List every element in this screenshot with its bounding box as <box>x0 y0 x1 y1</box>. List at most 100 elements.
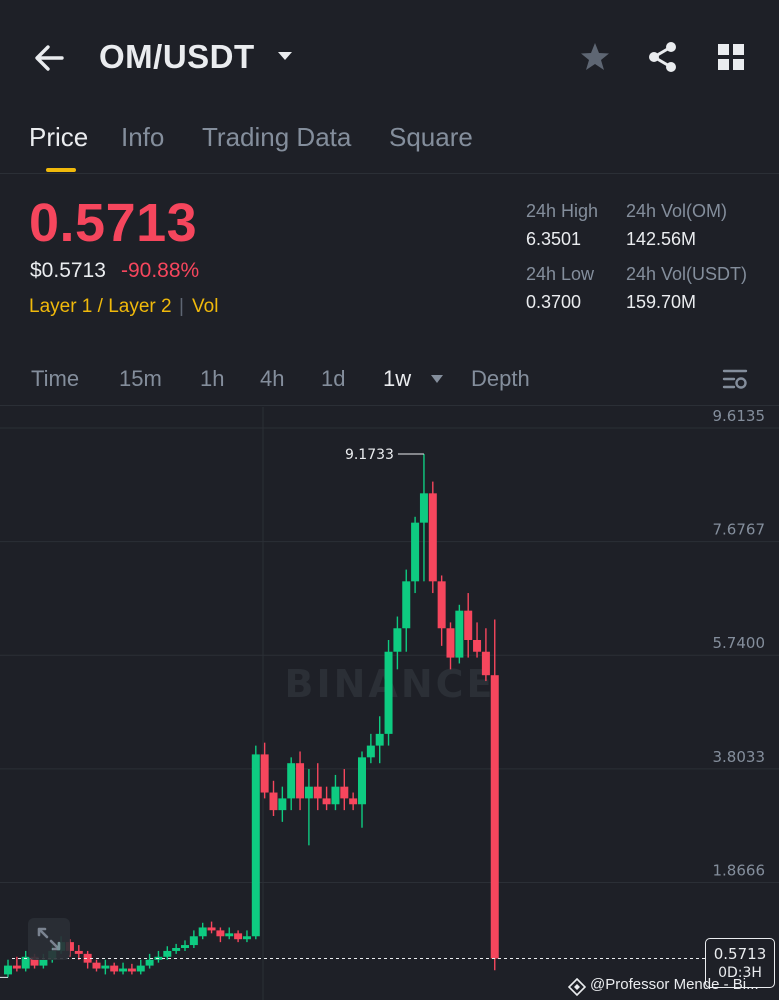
candle <box>428 481 437 594</box>
interval-1w[interactable]: 1w <box>383 366 412 391</box>
candle <box>12 956 21 972</box>
grid-icon[interactable] <box>716 42 746 72</box>
low-value: 0.3700 <box>526 292 582 312</box>
candle-body <box>428 493 437 582</box>
tab-trading-data[interactable]: Trading Data <box>202 122 352 152</box>
candle-body <box>481 651 490 676</box>
candle-body <box>110 965 119 972</box>
candle <box>136 959 145 975</box>
candle-body <box>74 950 83 954</box>
candle <box>83 950 92 969</box>
candle <box>278 786 287 822</box>
candle-body <box>455 610 464 658</box>
back-arrow-icon[interactable] <box>30 38 70 78</box>
fullscreen-icon[interactable] <box>28 918 70 960</box>
candle-body <box>83 953 92 963</box>
y-tick-label: 5.7400 <box>713 634 766 652</box>
candle-body <box>446 628 455 658</box>
candle <box>340 769 349 811</box>
last-price: 0.5713 <box>29 193 198 253</box>
candle-body <box>366 745 375 758</box>
y-tick-label: 3.8033 <box>713 748 766 766</box>
vol-quote-value: 159.70M <box>626 292 697 312</box>
tab-info[interactable]: Info <box>121 122 165 152</box>
credit-watermark: @Professor Mende - Bi... <box>590 976 759 993</box>
candle-body <box>296 763 305 799</box>
candle-body <box>490 675 499 959</box>
candle <box>384 639 393 746</box>
candle <box>393 616 402 670</box>
candle <box>154 950 163 963</box>
interval-depth[interactable]: Depth <box>471 366 530 391</box>
candle <box>322 786 331 811</box>
candle-body <box>464 610 473 640</box>
candle-body <box>127 968 136 972</box>
candle-body <box>92 962 101 969</box>
candle-countdown: 0D:3H <box>718 965 762 981</box>
candle <box>145 953 154 969</box>
candle <box>225 927 234 940</box>
candle-body <box>189 936 198 946</box>
candle-body <box>30 956 39 966</box>
chart-settings-icon[interactable] <box>720 364 750 394</box>
category-tag-vol[interactable]: Vol <box>192 296 219 317</box>
candle <box>172 943 181 954</box>
last-price-marker-value: 0.5713 <box>713 945 767 963</box>
chart-gridlines: 9.6135 7.6767 5.7400 3.8033 1.8666 <box>0 407 779 1000</box>
candle-body <box>163 950 172 957</box>
candle-body <box>322 798 331 805</box>
candle-body <box>12 965 21 969</box>
candle-body <box>419 493 428 523</box>
interval-4h[interactable]: 4h <box>260 366 285 391</box>
interval-time[interactable]: Time <box>31 366 80 391</box>
binance-square-icon <box>568 978 586 996</box>
candle <box>402 569 411 652</box>
candle <box>74 945 83 960</box>
high-value: 6.3501 <box>526 229 582 249</box>
interval-dropdown-icon[interactable] <box>430 374 444 384</box>
candle <box>375 716 384 764</box>
pair-title[interactable]: OM/USDT <box>99 38 255 75</box>
candle <box>455 604 464 664</box>
candle <box>296 751 305 811</box>
candle <box>207 921 216 934</box>
candle <box>269 780 278 816</box>
candle-body <box>4 965 12 975</box>
vol-base-value: 142.56M <box>626 229 697 249</box>
candle <box>358 751 366 828</box>
candle-body <box>207 927 216 931</box>
candle-body <box>358 757 366 805</box>
candle-body <box>101 965 110 969</box>
price-change-percent: -90.88% <box>121 259 200 282</box>
category-tag-layer[interactable]: Layer 1 / Layer 2 <box>29 296 172 317</box>
share-icon[interactable] <box>646 40 680 74</box>
star-icon[interactable] <box>578 40 612 74</box>
candle <box>481 628 490 682</box>
candle <box>464 593 473 658</box>
candle <box>198 922 207 940</box>
candle-body <box>375 733 384 746</box>
chevron-down-icon[interactable] <box>275 46 295 66</box>
usd-price: $0.5713 <box>30 259 106 282</box>
candle <box>473 622 482 658</box>
candle-body <box>181 945 189 948</box>
y-tick-label: 9.6135 <box>713 407 766 425</box>
tab-price[interactable]: Price <box>29 122 89 152</box>
candle <box>446 622 455 670</box>
candle <box>304 769 313 846</box>
interval-1h[interactable]: 1h <box>200 366 225 391</box>
candle-body <box>393 628 402 652</box>
candle <box>101 959 110 975</box>
interval-15m[interactable]: 15m <box>119 366 162 391</box>
interval-1d[interactable]: 1d <box>321 366 346 391</box>
tag-separator: | <box>179 296 184 317</box>
candle <box>234 930 243 943</box>
candle <box>313 763 322 811</box>
candle-body <box>119 968 128 972</box>
vol-base-label: 24h Vol(OM) <box>626 201 728 221</box>
candle-body <box>313 786 322 799</box>
candle <box>490 619 499 971</box>
tab-square[interactable]: Square <box>389 122 473 152</box>
candle-body <box>340 786 349 799</box>
